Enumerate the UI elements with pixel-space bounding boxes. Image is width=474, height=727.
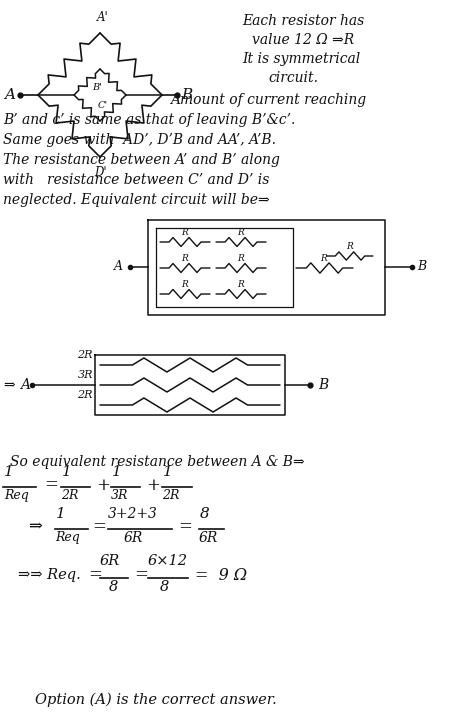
Text: 3+2+3: 3+2+3 xyxy=(108,507,158,521)
Text: 2R: 2R xyxy=(162,489,179,502)
Text: B: B xyxy=(182,88,192,102)
Text: 6×12: 6×12 xyxy=(148,554,188,568)
Text: A: A xyxy=(20,378,30,392)
Text: 3R: 3R xyxy=(78,370,93,380)
Text: R: R xyxy=(320,254,328,263)
Text: It is symmetrical: It is symmetrical xyxy=(242,52,360,66)
Text: 8: 8 xyxy=(109,580,118,594)
Text: +: + xyxy=(96,476,110,494)
Text: 6R: 6R xyxy=(124,531,143,545)
Text: Req: Req xyxy=(4,489,29,502)
Text: A': A' xyxy=(97,11,109,24)
Text: 1: 1 xyxy=(163,465,173,479)
Text: +: + xyxy=(146,476,160,494)
Text: D': D' xyxy=(94,166,106,179)
Text: 1: 1 xyxy=(56,507,66,521)
Text: R: R xyxy=(237,254,245,263)
Text: 2R: 2R xyxy=(78,350,93,360)
Text: =: = xyxy=(88,566,102,584)
Text: =  9 Ω: = 9 Ω xyxy=(195,566,247,584)
Text: B': B' xyxy=(92,82,102,92)
Text: R: R xyxy=(346,242,354,251)
Text: Option (A) is the correct answer.: Option (A) is the correct answer. xyxy=(35,693,277,707)
Text: neglected. Equivalent circuit will be⇒: neglected. Equivalent circuit will be⇒ xyxy=(3,193,270,207)
Text: 8: 8 xyxy=(160,580,169,594)
Text: R: R xyxy=(182,280,188,289)
Text: Req: Req xyxy=(55,531,80,544)
Text: =: = xyxy=(178,518,192,536)
Text: 3R: 3R xyxy=(111,489,128,502)
Text: A: A xyxy=(113,260,122,273)
Text: 2R: 2R xyxy=(78,390,93,400)
Text: R: R xyxy=(182,254,188,263)
Text: value 12 Ω ⇒R: value 12 Ω ⇒R xyxy=(252,33,354,47)
Text: ⇒: ⇒ xyxy=(3,378,15,392)
Text: B: B xyxy=(318,378,328,392)
Text: =: = xyxy=(92,518,106,536)
Text: C': C' xyxy=(98,100,108,110)
Text: R: R xyxy=(237,228,245,237)
Text: 6R: 6R xyxy=(100,554,120,568)
Text: B: B xyxy=(418,260,427,273)
Text: 6R: 6R xyxy=(199,531,219,545)
Text: So equivalent resistance between A & B⇒: So equivalent resistance between A & B⇒ xyxy=(10,455,305,469)
Text: with   resistance between C’ and D’ is: with resistance between C’ and D’ is xyxy=(3,173,269,187)
Text: Same goes with  AD’, D’B and AA’, A’B.: Same goes with AD’, D’B and AA’, A’B. xyxy=(3,133,276,147)
Text: 1: 1 xyxy=(112,465,122,479)
Text: Amount of current reaching: Amount of current reaching xyxy=(170,93,366,107)
Text: B’ and c’ is same as that of leaving B’&c’.: B’ and c’ is same as that of leaving B’&… xyxy=(3,113,295,127)
Text: 1: 1 xyxy=(62,465,72,479)
Text: R: R xyxy=(237,280,245,289)
Text: 2R: 2R xyxy=(61,489,78,502)
Text: ⇒: ⇒ xyxy=(28,518,42,536)
Text: =: = xyxy=(134,566,148,584)
Text: A: A xyxy=(4,88,16,102)
Text: Each resistor has: Each resistor has xyxy=(242,14,364,28)
Text: ⇒⇒ Req.: ⇒⇒ Req. xyxy=(18,568,81,582)
Text: =: = xyxy=(44,476,58,494)
Text: 8: 8 xyxy=(200,507,210,521)
Text: 1: 1 xyxy=(4,465,14,479)
Text: R: R xyxy=(182,228,188,237)
Text: The resistance between A’ and B’ along: The resistance between A’ and B’ along xyxy=(3,153,280,167)
Text: circuit.: circuit. xyxy=(268,71,318,85)
